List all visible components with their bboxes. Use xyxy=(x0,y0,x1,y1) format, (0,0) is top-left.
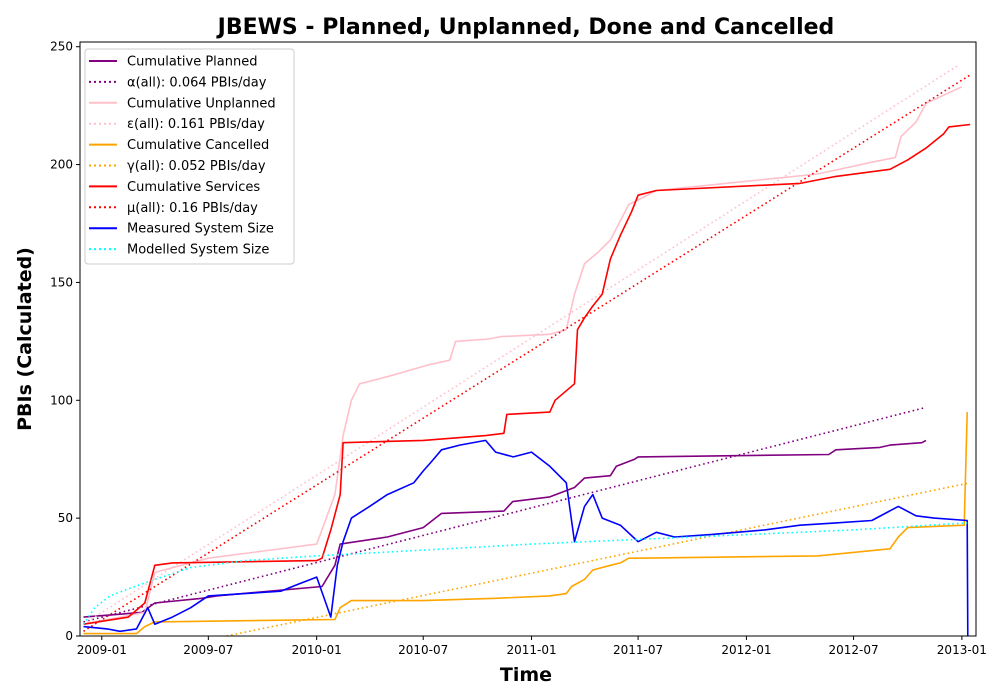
y-tick-label: 0 xyxy=(65,629,73,643)
x-tick-label: 2012-01 xyxy=(721,643,771,657)
x-tick-label: 2011-07 xyxy=(613,643,663,657)
legend-label-6: γ(all): 0.052 PBIs/day xyxy=(127,159,266,174)
series-line-3 xyxy=(83,86,963,625)
legend: Cumulative Planned α(all): 0.064 PBIs/day… xyxy=(84,48,295,265)
series-layer xyxy=(82,64,971,637)
legend-label-7: Cumulative Services xyxy=(127,180,260,195)
x-tick-label: 2010-07 xyxy=(398,643,448,657)
y-tick-label: 150 xyxy=(50,275,73,289)
chart-title: JBEWS - Planned, Unplanned, Done and Can… xyxy=(216,15,835,40)
y-tick-label: 200 xyxy=(50,158,73,172)
legend-label-8: μ(all): 0.16 PBIs/day xyxy=(127,201,258,216)
x-tick-label: 2009-01 xyxy=(77,643,127,657)
y-axis-label: PBIs (Calculated) xyxy=(14,247,36,431)
plot-area-frame xyxy=(79,41,977,637)
legend-label-9: Measured System Size xyxy=(127,222,274,237)
legend-label-1: Cumulative Planned xyxy=(127,55,257,70)
y-tick-label: 100 xyxy=(50,393,73,407)
legend-label-4: ε(all): 0.161 PBIs/day xyxy=(127,117,265,132)
x-tick-label: 2011-01 xyxy=(506,643,556,657)
y-tick-label: 250 xyxy=(50,40,73,54)
legend-box xyxy=(84,48,295,265)
legend-label-2: α(all): 0.064 PBIs/day xyxy=(127,75,267,90)
legend-label-3: Cumulative Unplanned xyxy=(127,96,276,111)
legend-label-5: Cumulative Cancelled xyxy=(127,138,269,153)
series-line-5 xyxy=(83,412,968,635)
series-line-9 xyxy=(83,439,969,637)
legend-label-10: Modelled System Size xyxy=(127,243,269,258)
x-axis-label: Time xyxy=(500,664,552,686)
x-tick-label: 2013-01 xyxy=(937,643,987,657)
y-axis: 0 50 100 150 200 250 xyxy=(50,40,80,643)
y-tick-label: 50 xyxy=(58,511,73,525)
x-tick-label: 2010-01 xyxy=(292,643,342,657)
series-line-7 xyxy=(83,123,971,625)
series-line-10 xyxy=(82,522,968,625)
x-axis: 2009-01 2009-07 2010-01 2010-07 2011-01 2011-… xyxy=(77,636,987,657)
x-tick-label: 2012-07 xyxy=(828,643,878,657)
x-tick-label: 2009-07 xyxy=(183,643,233,657)
